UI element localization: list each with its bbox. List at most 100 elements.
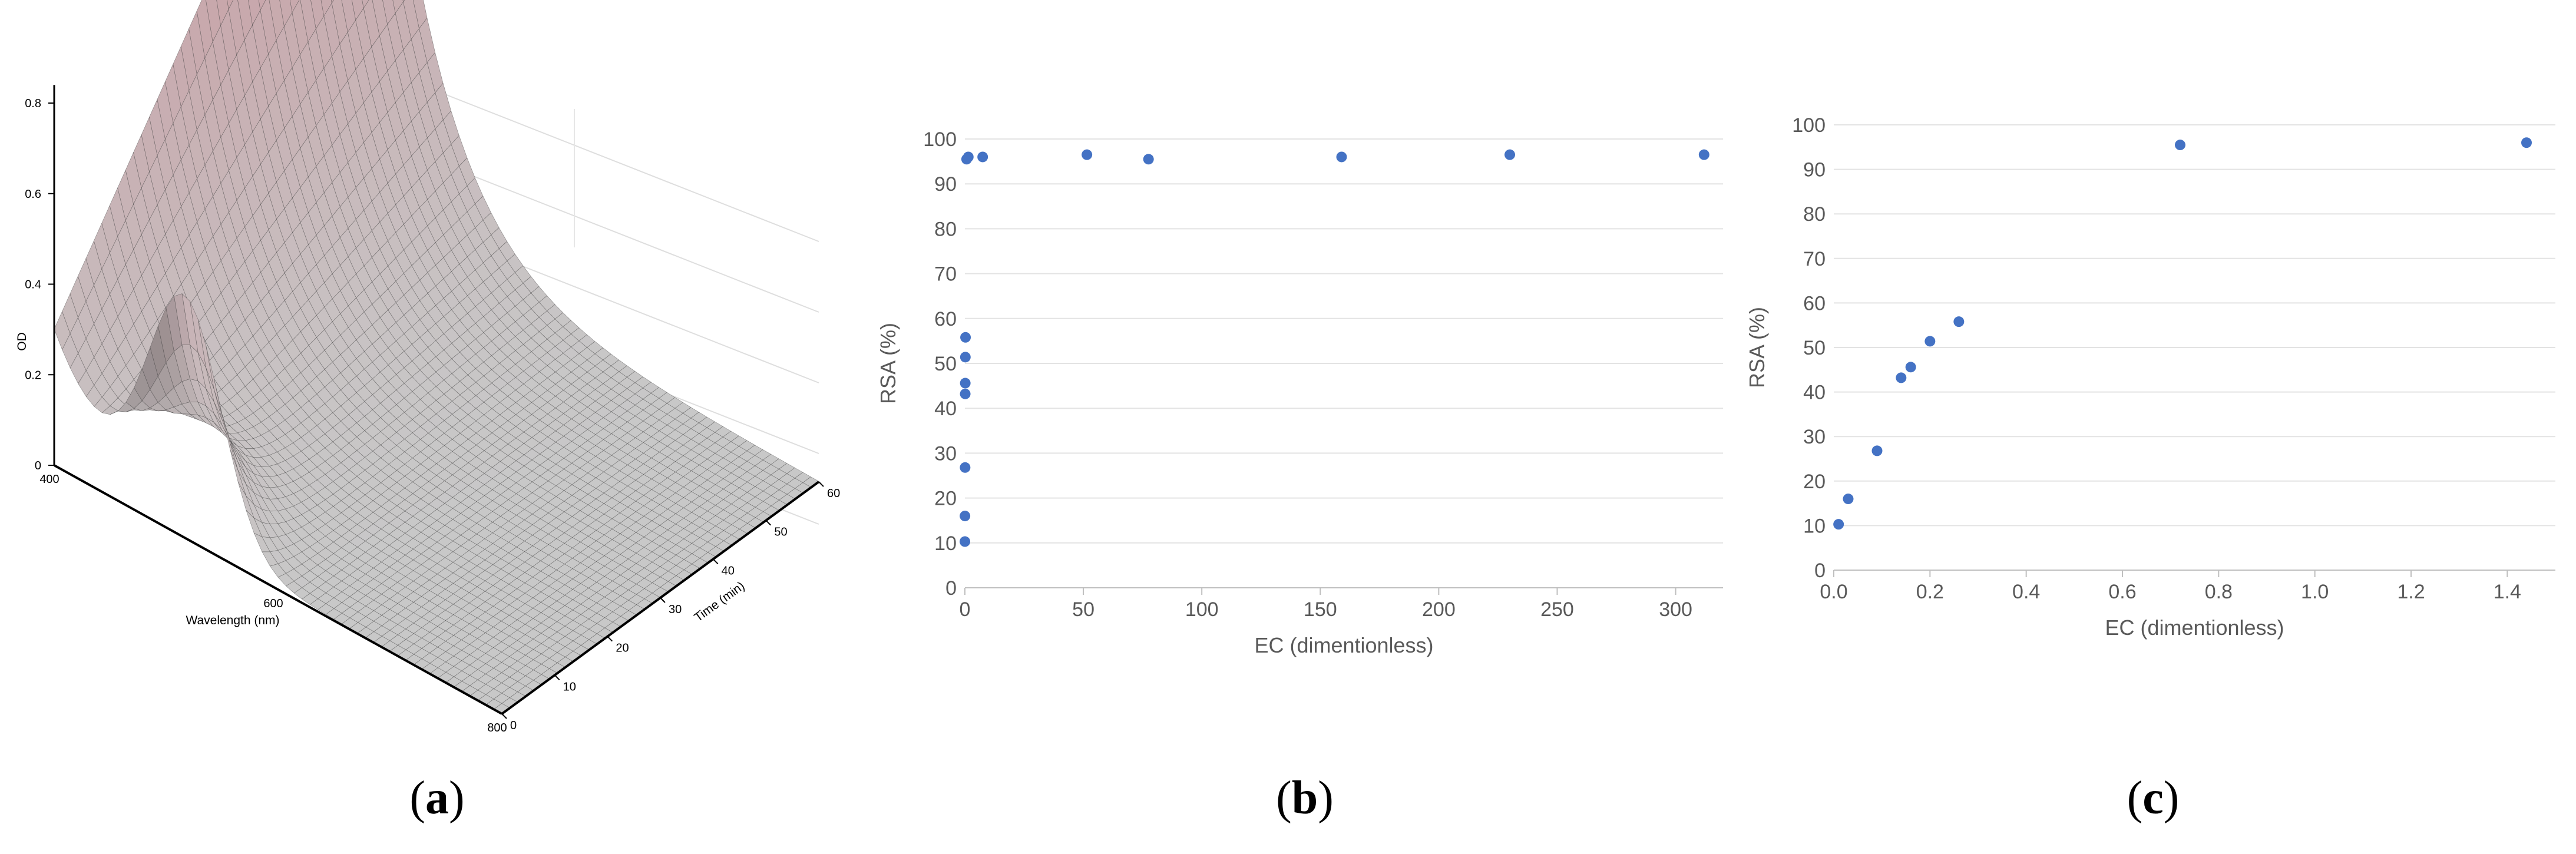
data-point [1504, 149, 1516, 160]
y-tick-mark [607, 635, 613, 642]
wavelength-axis [54, 464, 502, 715]
y-axis-label: Time (min) [692, 579, 747, 624]
y-tick-mark [554, 674, 560, 681]
data-point [1833, 519, 1844, 530]
x-tick-label: 0.2 [1916, 581, 1944, 603]
surface-cell [289, 0, 300, 14]
y-tick-label: 60 [934, 308, 957, 330]
x-tick-label: 1.2 [2397, 581, 2425, 603]
y-tick-label: 80 [934, 218, 957, 240]
y-tick-label: 40 [934, 398, 957, 420]
data-point [1843, 494, 1854, 505]
z-tick-label: 0.6 [25, 188, 41, 201]
y-tick-label: 20 [616, 642, 629, 655]
z-tick-label: 0 [35, 459, 41, 472]
x-tick-label: 300 [1659, 598, 1692, 621]
data-points [960, 149, 1709, 547]
z-axis-label: OD [15, 332, 29, 351]
gridlines [1833, 124, 2555, 577]
y-tick-label: 40 [722, 564, 735, 577]
scatter-chart-c: 0 10 20 30 40 50 60 70 80 90 100 0.0 0.2 0.4 0.6 0.8 1.0… [1745, 114, 2555, 640]
data-points [1833, 137, 2532, 530]
data-point [960, 378, 971, 389]
y-tick-label: 30 [1803, 426, 1826, 448]
y-tick-label: 0 [1814, 560, 1826, 582]
x-tick-label: 0.8 [2205, 581, 2233, 603]
x-tick-label: 0.0 [1820, 581, 1847, 603]
y-tick-label: 20 [1803, 471, 1826, 493]
data-point [2175, 140, 2185, 151]
y-tick-label: 60 [1803, 292, 1826, 315]
panel-label-a: (a) [409, 772, 465, 824]
z-tick-label: 0.2 [25, 369, 41, 382]
z-tick-label: 0.8 [25, 97, 41, 110]
x-tick-label: 800 [487, 721, 507, 734]
surface-cell [227, 0, 234, 10]
x-axis-label: Wavelength (nm) [186, 614, 279, 627]
data-point [1905, 362, 1916, 373]
data-point [960, 332, 971, 343]
y-tick-mark [501, 713, 507, 719]
y-tick-label: 10 [563, 680, 576, 693]
x-tick-label: 0.4 [2012, 581, 2040, 603]
z-tick-label: 0.4 [25, 279, 41, 292]
data-point [1896, 372, 1907, 383]
y-tick-label: 40 [1803, 382, 1826, 404]
surface-cell [258, 0, 266, 11]
y-tick-label: 10 [1803, 515, 1826, 537]
y-tick-label: 70 [1803, 248, 1826, 270]
data-point [1698, 149, 1709, 160]
data-point [1143, 154, 1154, 165]
x-tick-label: 250 [1540, 598, 1574, 621]
y-tick-label: 30 [669, 603, 682, 616]
gridlines [964, 138, 1723, 595]
tick-labels: 0 10 20 30 40 50 60 70 80 90 100 0.0 0.2 0.4 0.6 0.8 1.0… [1792, 114, 2521, 603]
x-tick-label: 150 [1304, 598, 1337, 621]
scatter-chart-b: 0 10 20 30 40 50 60 70 80 90 100 0 50 100 150 200 250 300… [876, 128, 1723, 657]
data-point [1953, 316, 1965, 327]
y-tick-label: 90 [1803, 159, 1826, 181]
x-tick-label: 50 [1072, 598, 1094, 621]
panel-letter-b: b [1291, 772, 1318, 824]
y-tick-label: 60 [827, 487, 840, 500]
x-tick-label: 600 [263, 597, 283, 610]
data-point [977, 151, 988, 163]
x-tick-label: 0.6 [2108, 581, 2136, 603]
data-point [1871, 445, 1883, 456]
data-point [1336, 151, 1347, 163]
y-axis-label: RSA (%) [876, 323, 900, 404]
panel-letter-c: c [2142, 772, 2164, 824]
x-tick-label: 400 [39, 473, 59, 486]
data-point [960, 388, 971, 399]
x-axis-label: EC (dimentionless) [1254, 633, 1433, 657]
y-tick-label: 0 [510, 719, 517, 732]
x-tick-label: 1.4 [2494, 581, 2521, 603]
y-axis-label: RSA (%) [1745, 307, 1769, 388]
surface-cell [362, 0, 369, 9]
panel-label-c: (c) [2127, 772, 2180, 824]
y-tick-label: 10 [934, 532, 957, 555]
data-point [960, 511, 971, 522]
data-point [963, 151, 974, 163]
tick-labels: 0 10 20 30 40 50 60 70 80 90 100 0 50 100 150 200 250 300 [923, 128, 1692, 621]
y-tick-mark [712, 558, 719, 565]
y-tick-label: 50 [934, 353, 957, 375]
surface-mesh [54, 0, 819, 714]
data-point [2521, 137, 2532, 148]
x-tick-label: 0 [960, 598, 971, 621]
y-tick-label: 50 [774, 526, 787, 539]
data-point [960, 536, 971, 547]
y-tick-label: 0 [945, 577, 957, 600]
y-tick-mark [765, 519, 772, 526]
x-tick-label: 200 [1422, 598, 1456, 621]
y-tick-mark [660, 597, 666, 603]
x-tick-label: 1.0 [2301, 581, 2329, 603]
y-tick-label: 50 [1803, 337, 1826, 359]
x-axis-label: EC (dimentionless) [2105, 615, 2284, 640]
data-point [1082, 149, 1093, 160]
x-tick-label: 100 [1185, 598, 1219, 621]
y-tick-mark [818, 481, 824, 487]
y-tick-label: 80 [1803, 203, 1826, 226]
